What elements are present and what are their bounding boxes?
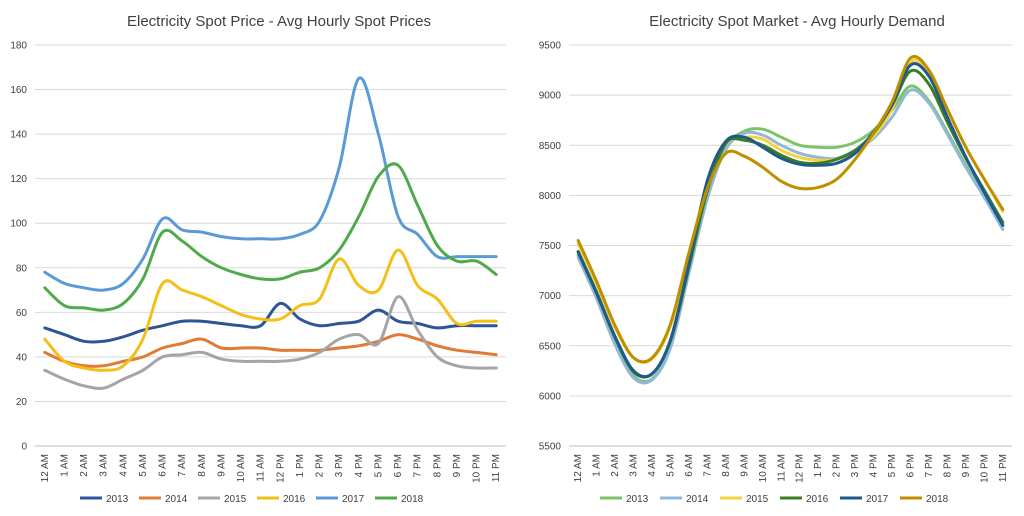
x-tick-label: 7 PM [413,454,424,477]
y-tick-label: 180 [10,41,27,52]
x-tick-label: 9 AM [216,454,227,477]
y-tick-label: 120 [10,174,27,185]
x-tick-label: 10 AM [236,454,247,482]
x-tick-label: 10 PM [979,454,990,483]
x-tick-label: 9 PM [452,454,463,477]
legend-label: 2018 [926,494,949,505]
series-line-2013 [43,301,498,344]
legend-label: 2016 [806,494,829,505]
series-line-2018 [576,54,1005,364]
x-tick-label: 6 PM [905,454,916,477]
y-tick-label: 8500 [539,141,562,152]
series-line-2017 [576,62,1005,379]
y-tick-label: 0 [21,442,27,453]
x-tick-label: 6 PM [393,454,404,477]
y-tick-label: 7500 [539,241,562,252]
x-tick-label: 8 PM [432,454,443,477]
legend-label: 2014 [686,494,709,505]
x-tick-label: 3 PM [850,454,861,477]
x-tick-label: 11 PM [998,454,1009,482]
y-tick-label: 7000 [539,291,562,302]
x-tick-label: 9 AM [739,454,750,477]
x-tick-label: 3 PM [334,454,345,477]
y-tick-label: 60 [16,308,28,319]
x-tick-label: 1 PM [295,454,306,477]
x-tick-label: 10 PM [472,454,483,483]
x-tick-label: 12 PM [795,454,806,483]
legend-label: 2013 [626,494,649,505]
x-tick-label: 11 PM [491,454,502,482]
chart-2-title: Electricity Spot Market - Avg Hourly Dem… [649,13,945,30]
legend-label: 2013 [106,494,129,505]
x-tick-label: 3 AM [99,454,110,477]
x-tick-label: 7 AM [177,454,188,477]
series-line-2016 [43,248,498,372]
x-tick-label: 5 PM [373,454,384,477]
y-tick-label: 160 [10,85,27,96]
chart-1-title: Electricity Spot Price - Avg Hourly Spot… [127,13,431,30]
y-tick-label: 80 [16,263,28,274]
x-tick-label: 7 AM [702,454,713,477]
x-tick-label: 11 AM [256,454,267,482]
x-tick-label: 12 PM [275,454,286,483]
y-tick-label: 40 [16,352,28,363]
series-line-2015 [43,295,498,390]
x-tick-label: 6 AM [684,454,695,477]
x-tick-label: 9 PM [961,454,972,477]
y-tick-label: 20 [16,397,28,408]
series-line-2014 [43,333,498,368]
x-tick-label: 2 AM [79,454,90,477]
x-tick-label: 8 PM [942,454,953,477]
legend-label: 2016 [283,494,306,505]
x-tick-label: 6 AM [158,454,169,477]
x-tick-label: 5 AM [138,454,149,477]
x-tick-label: 2 AM [610,454,621,477]
y-tick-label: 9500 [539,41,562,52]
y-tick-label: 100 [10,219,27,230]
x-tick-label: 12 AM [573,454,584,482]
x-tick-label: 5 PM [887,454,898,477]
x-tick-label: 8 AM [197,454,208,477]
chart-2-plot: 5500 6000 6500 7000 7500 8000 8500 9000 9500 12 A… [539,41,1012,505]
x-tick-label: 3 AM [629,454,640,477]
x-tick-label: 11 AM [776,454,787,482]
x-tick-label: 4 AM [118,454,129,477]
x-tick-label: 1 AM [592,454,603,477]
legend-label: 2014 [165,494,188,505]
x-tick-label: 2 PM [315,454,326,477]
legend-label: 2017 [342,494,365,505]
y-tick-label: 6000 [539,391,562,402]
x-tick-label: 2 PM [832,454,843,477]
x-tick-label: 8 AM [721,454,732,477]
x-tick-label: 5 AM [666,454,677,477]
series-line-2017 [43,76,498,292]
legend-label: 2018 [401,494,424,505]
legend-label: 2015 [746,494,769,505]
x-tick-label: 4 PM [354,454,365,477]
x-tick-label: 1 AM [59,454,70,477]
y-tick-label: 8000 [539,191,562,202]
y-tick-label: 9000 [539,91,562,102]
series-line-2018 [43,162,498,312]
y-tick-label: 140 [10,130,27,141]
y-tick-label: 5500 [539,442,562,453]
x-tick-label: 7 PM [924,454,935,477]
chart-1-plot: 0 20 40 60 80 100 120 140 160 180 12 AM 1 AM 2 AM 3 A… [10,41,506,505]
legend-label: 2017 [866,494,889,505]
series-line-2013 [576,84,1005,384]
legend-label: 2015 [224,494,247,505]
series-line-2014 [576,88,1005,385]
x-tick-label: 1 PM [813,454,824,477]
x-tick-label: 12 AM [40,454,51,482]
y-tick-label: 6500 [539,341,562,352]
x-tick-label: 4 PM [869,454,880,477]
x-tick-label: 4 AM [647,454,658,477]
x-tick-label: 10 AM [758,454,769,482]
